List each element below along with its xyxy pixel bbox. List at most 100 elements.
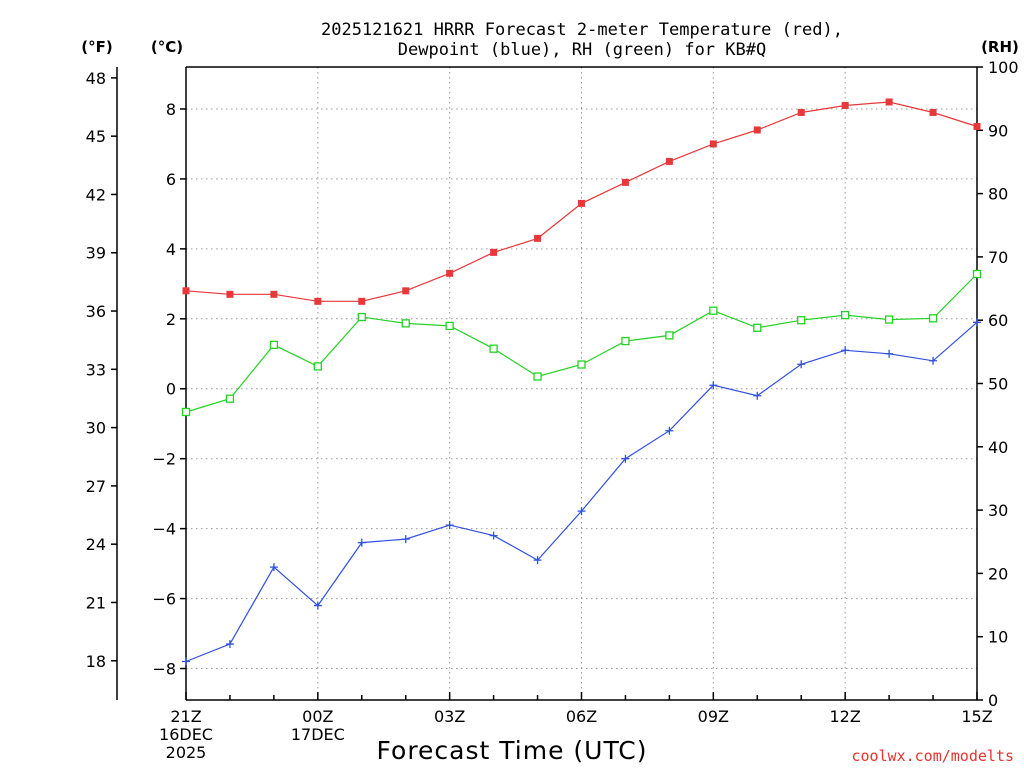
dewpoint-point	[577, 507, 586, 516]
rh-point	[313, 362, 322, 371]
rh-point	[445, 321, 454, 331]
dewpoint-point	[313, 601, 322, 610]
dewpoint-point	[753, 391, 762, 400]
x-tick-label: 17DEC	[291, 725, 345, 744]
fahrenheit-tick-label: 24	[86, 535, 106, 554]
2-meter-temperature-point	[358, 297, 366, 305]
rh-point	[489, 344, 498, 353]
rh-tick-label: 0	[988, 691, 998, 710]
2-meter-temperature-point	[753, 126, 761, 134]
celsius-tick-label: 2	[166, 310, 176, 329]
2-meter-temperature-point	[314, 297, 322, 305]
dewpoint-point	[357, 538, 366, 547]
fahrenheit-tick-label: 42	[86, 185, 106, 204]
dewpoint-point	[445, 521, 454, 530]
2-meter-temperature-point	[226, 290, 234, 298]
dewpoint-point	[973, 318, 981, 327]
x-tick-label: 09Z	[698, 707, 729, 726]
2-meter-temperature-point	[182, 287, 190, 295]
dewpoint-point	[225, 640, 234, 649]
rh-point	[972, 269, 982, 279]
x-tick-label: 12Z	[830, 707, 861, 726]
chart-title-line2: Dewpoint (blue), RH (green) for KB#Q	[398, 40, 766, 60]
rh-point	[225, 394, 235, 403]
rh-point	[577, 360, 586, 369]
celsius-tick-label: 4	[166, 240, 176, 259]
rh-tick-label: 50	[988, 375, 1008, 394]
celsius-tick-label: 6	[166, 170, 176, 189]
grid-lines	[186, 67, 977, 700]
celsius-tick-label: −8	[152, 660, 176, 679]
rh-tick-label: 70	[988, 248, 1008, 267]
2-meter-temperature-point	[446, 269, 454, 277]
dewpoint-point	[797, 360, 806, 369]
dewpoint-point	[841, 346, 850, 355]
celsius-tick-label: −2	[152, 450, 176, 469]
rh-point	[533, 372, 542, 381]
celsius-tick-label: 8	[166, 100, 176, 119]
rh-point	[621, 336, 630, 346]
rh-point	[709, 306, 718, 315]
rh-point	[357, 312, 366, 322]
celsius-tick-label: −4	[152, 520, 176, 539]
fahrenheit-tick-label: 48	[86, 69, 106, 88]
dewpoint-point	[709, 381, 718, 390]
2-meter-temperature-point	[490, 248, 498, 256]
x-tick-label: 03Z	[434, 707, 465, 726]
fahrenheit-tick-label: 33	[86, 360, 106, 379]
credit-text: coolwx.com/modelts	[851, 747, 1014, 765]
x-tick-label: 16DEC	[159, 725, 213, 744]
rh-tick-label: 80	[988, 185, 1008, 204]
2-meter-temperature-point	[929, 108, 937, 116]
x-tick-label: 21Z	[170, 707, 201, 726]
x-tick-label: 15Z	[961, 707, 992, 726]
2-meter-temperature-point	[534, 234, 542, 242]
2-meter-temperature-point	[797, 108, 805, 116]
chart-axes	[111, 66, 983, 701]
rh-tick-label: 60	[988, 311, 1008, 330]
2-meter-temperature-point	[973, 122, 981, 130]
rh-point	[665, 331, 674, 340]
dewpoint-point	[621, 454, 630, 463]
dewpoint-point	[885, 349, 894, 358]
fahrenheit-tick-label: 45	[86, 127, 106, 146]
fahrenheit-tick-label: 21	[86, 593, 106, 612]
rh-point	[269, 340, 279, 350]
2-meter-temperature-point	[270, 290, 278, 298]
dewpoint-point	[665, 426, 674, 435]
y-tick-labels: −8−6−4−202468182124273033363942454801020…	[86, 58, 1019, 710]
2-meter-temperature-point	[578, 199, 585, 207]
2-meter-temperature-point	[402, 287, 410, 295]
rh-tick-label: 30	[988, 501, 1008, 520]
2-meter-temperature-point	[885, 98, 893, 106]
fahrenheit-unit-label: (°F)	[81, 38, 112, 56]
rh-tick-label: 20	[988, 564, 1008, 583]
dewpoint-point	[929, 356, 938, 365]
rh-point	[797, 316, 806, 325]
chart-title-line1: 2025121621 HRRR Forecast 2-meter Tempera…	[321, 20, 843, 40]
dewpoint-point	[489, 531, 498, 540]
x-tick-label: 00Z	[302, 707, 333, 726]
dewpoint-point	[401, 535, 410, 544]
2-meter-temperature-point	[841, 101, 849, 109]
rh-tick-label: 10	[988, 628, 1008, 647]
rh-point	[928, 314, 938, 323]
fahrenheit-tick-label: 18	[86, 652, 106, 671]
2-meter-temperature-point	[621, 178, 629, 186]
fahrenheit-tick-label: 39	[86, 244, 106, 263]
2-meter-temperature-point	[665, 157, 673, 165]
rh-point	[884, 315, 894, 324]
rh-point	[841, 310, 850, 320]
rh-tick-label: 100	[988, 58, 1019, 77]
celsius-tick-label: 0	[166, 380, 176, 399]
x-tick-label: 2025	[166, 743, 207, 762]
x-tick-label: 06Z	[566, 707, 597, 726]
fahrenheit-tick-label: 30	[86, 419, 106, 438]
rh-unit-label: (RH)	[981, 38, 1019, 56]
rh-tick-label: 90	[988, 121, 1008, 140]
2-meter-temperature-point	[709, 140, 717, 148]
x-axis-label: Forecast Time (UTC)	[377, 736, 648, 765]
rh-tick-label: 40	[988, 438, 1008, 457]
